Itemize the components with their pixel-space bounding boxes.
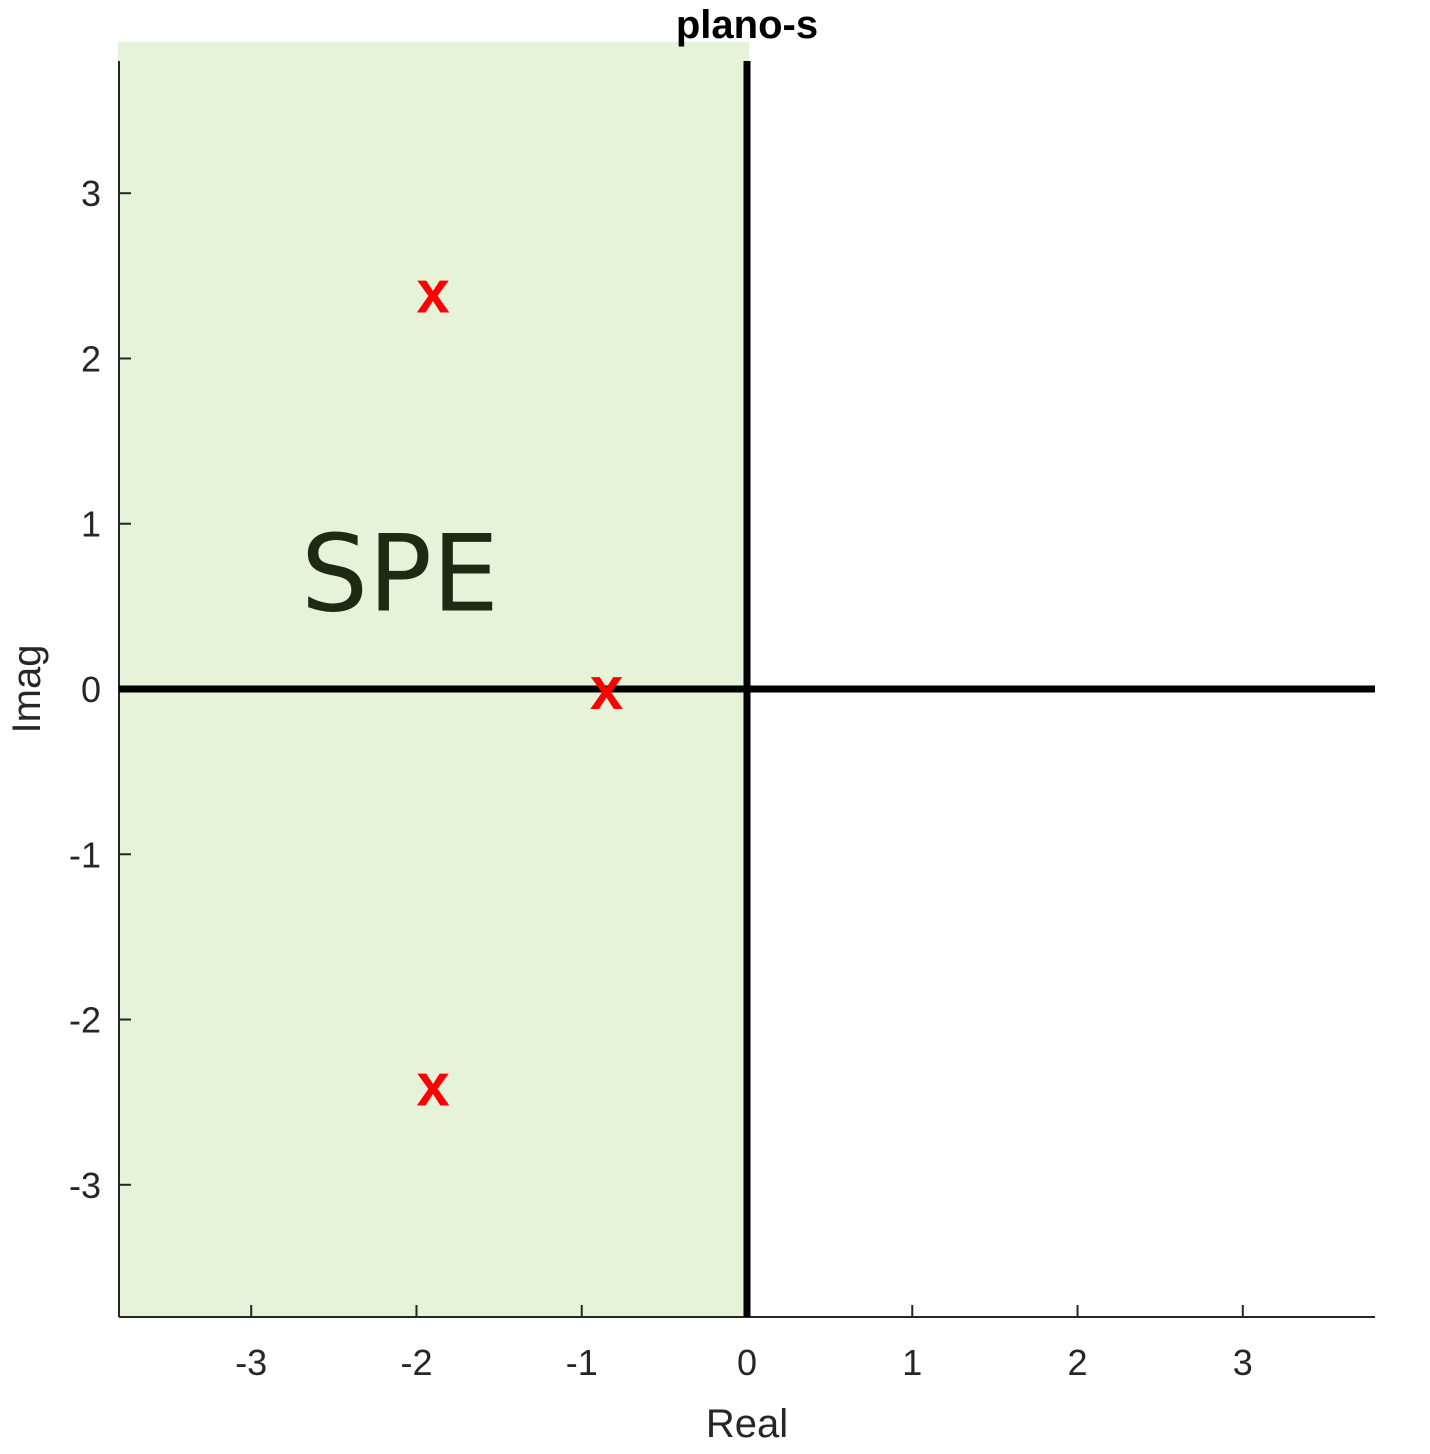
y-ticks: -3 -2 -1 0 1 2 3 xyxy=(69,173,131,1206)
y-tick-label: 3 xyxy=(81,173,101,214)
poles: x x x xyxy=(416,258,623,1118)
pole-marker: x xyxy=(590,655,623,722)
x-tick-label: 3 xyxy=(1233,1342,1253,1383)
x-tick-label: 1 xyxy=(902,1342,922,1383)
y-tick-label: 1 xyxy=(81,504,101,545)
y-tick-label: -3 xyxy=(69,1165,101,1206)
pole-marker: x xyxy=(416,258,449,325)
y-tick-label: 0 xyxy=(81,669,101,710)
x-tick-label: 2 xyxy=(1068,1342,1088,1383)
pole-marker: x xyxy=(416,1052,449,1119)
y-tick-label: 2 xyxy=(81,338,101,379)
y-tick-label: -2 xyxy=(69,1000,101,1041)
chart-title: plano-s xyxy=(676,3,818,47)
x-tick-label: -2 xyxy=(400,1342,432,1383)
x-tick-label: -1 xyxy=(566,1342,598,1383)
y-axis-label: Imag xyxy=(5,645,49,734)
x-tick-label: -3 xyxy=(235,1342,267,1383)
region-label: SPE xyxy=(301,512,499,635)
x-tick-label: 0 xyxy=(737,1342,757,1383)
x-ticks: -3 -2 -1 0 1 2 3 xyxy=(235,1305,1253,1383)
stable-region xyxy=(118,42,749,1317)
y-tick-label: -1 xyxy=(69,834,101,875)
x-axis-label: Real xyxy=(706,1402,788,1446)
